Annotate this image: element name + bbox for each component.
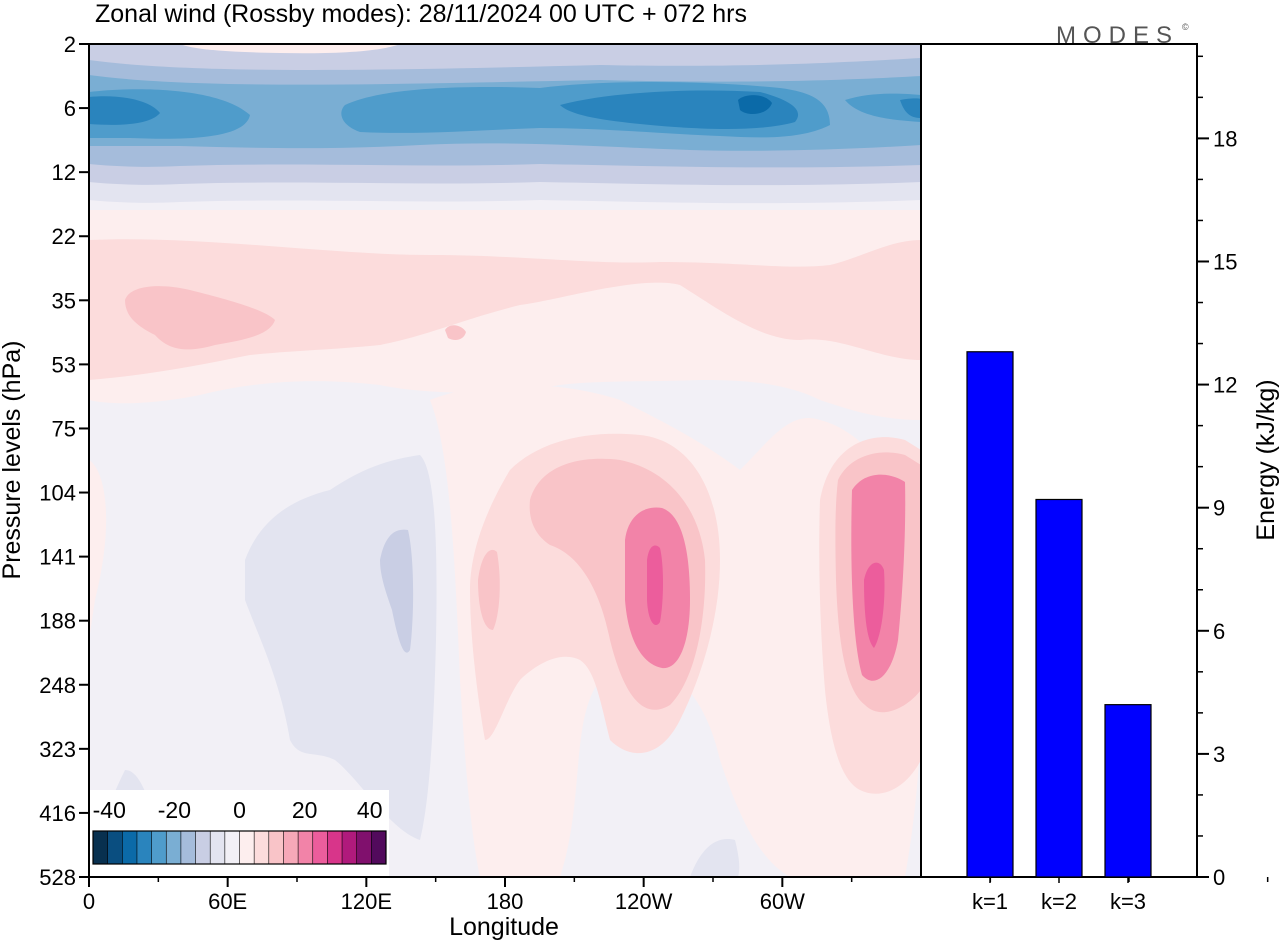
colorbar-swatch	[166, 831, 182, 864]
energy-tick-label: 3	[1213, 742, 1225, 767]
pressure-tick-label: 75	[52, 416, 76, 441]
colorbar-frame	[92, 830, 387, 865]
x-axis-label: Longitude	[449, 913, 559, 941]
chart-title: Zonal wind (Rossby modes): 28/11/2024 00…	[95, 0, 747, 28]
region-positive-core-130w-max	[647, 545, 663, 626]
colorbar-swatch	[312, 831, 328, 864]
pressure-tick-label: 6	[64, 96, 76, 121]
energy-bar	[1035, 498, 1083, 878]
pressure-tick-label: 416	[39, 801, 76, 826]
colorbar-swatch	[268, 831, 284, 864]
region-negative-southeast	[690, 839, 740, 877]
bar-category-label: k=3	[1110, 889, 1146, 914]
pressure-tick-label: 12	[52, 160, 76, 185]
colorbar-swatch	[210, 831, 226, 864]
energy-tick-label: 12	[1213, 373, 1237, 398]
pressure-tick-label: 188	[39, 609, 76, 634]
contour-map	[89, 44, 921, 877]
energy-tick-label: 6	[1213, 619, 1225, 644]
colorbar-tick-label: 20	[292, 797, 318, 823]
longitude-axis: 0 60E 120E 180 120W 60W	[83, 877, 1269, 914]
y-axis-label-left: Pressure levels (hPa)	[0, 341, 26, 580]
colorbar-swatch	[151, 831, 167, 864]
colorbar-swatch	[224, 831, 240, 864]
energy-tick-label: 9	[1213, 496, 1225, 521]
pressure-tick-label: 35	[52, 288, 76, 313]
colorbar-swatch	[298, 831, 314, 864]
colorbar-swatch	[136, 831, 152, 864]
bar-category-label: k=2	[1041, 889, 1077, 914]
region-positive-top	[180, 44, 400, 54]
region-negative-band-6	[89, 90, 921, 129]
longitude-tick-label: 60W	[760, 889, 805, 914]
colorbar-swatch	[239, 831, 255, 864]
colorbar-swatch	[342, 831, 357, 864]
colorbar-tick-label: 0	[233, 797, 246, 823]
pressure-tick-label: 2	[64, 32, 76, 57]
region-positive-core-170w	[478, 549, 500, 630]
longitude-tick-label: 180	[487, 889, 524, 914]
colorbar-tick-label: -20	[158, 797, 191, 823]
region-positive-upper-blob	[125, 286, 275, 350]
colorbar-swatch	[371, 831, 387, 864]
pressure-tick-label: 323	[39, 737, 76, 762]
colorbar-swatch	[180, 831, 196, 864]
pressure-tick-label: 528	[39, 865, 76, 890]
pressure-tick-label: 53	[52, 352, 76, 377]
bar-category-label: k=1	[972, 889, 1008, 914]
colorbar-swatch	[107, 831, 123, 864]
region-positive-core-20w-max	[864, 562, 885, 648]
y-axis-label-right: Energy (kJ/kg)	[1252, 379, 1280, 540]
colorbar-tick-label: 40	[357, 797, 383, 823]
pressure-tick-label: 22	[52, 224, 76, 249]
colorbar-swatch	[356, 831, 372, 864]
energy-tick-label: 15	[1213, 249, 1237, 274]
region-negative-band-380	[380, 529, 414, 653]
longitude-tick-label: 60E	[208, 889, 247, 914]
region-positive-upper-core	[89, 239, 921, 380]
region-positive-lower-west	[89, 460, 107, 640]
pressure-tick-label: 104	[39, 481, 76, 506]
energy-tick-label: 18	[1213, 126, 1237, 151]
region-negative-band-7	[738, 95, 772, 115]
pressure-tick-label: 248	[39, 673, 76, 698]
logo-copyright-mark: ©	[1182, 22, 1189, 32]
colorbar: -40 -20 0 20 40	[92, 797, 387, 865]
colorbar-swatch	[93, 831, 108, 864]
energy-bar	[1104, 704, 1152, 878]
colorbar-swatch	[327, 831, 343, 864]
colorbar-swatch	[122, 831, 138, 864]
pressure-axis: 2 6 12 22 35 53 75 104 141 188 248 323 416 528	[39, 32, 89, 890]
energy-bar	[966, 351, 1014, 878]
region-positive-small-blob	[445, 325, 466, 340]
energy-bars: k=1 k=2 k=3	[966, 351, 1152, 914]
longitude-tick-label: 0	[83, 889, 95, 914]
longitude-tick-label: 120W	[615, 889, 673, 914]
colorbar-swatch	[195, 831, 211, 864]
pressure-tick-label: 141	[39, 545, 76, 570]
colorbar-swatch	[254, 831, 270, 864]
colorbar-swatch	[283, 831, 299, 864]
energy-tick-label: 0	[1213, 865, 1225, 890]
longitude-tick-label: 120E	[341, 889, 392, 914]
energy-axis: 0 3 6 9 12 15 18	[1197, 55, 1237, 890]
colorbar-tick-label: -40	[93, 797, 126, 823]
